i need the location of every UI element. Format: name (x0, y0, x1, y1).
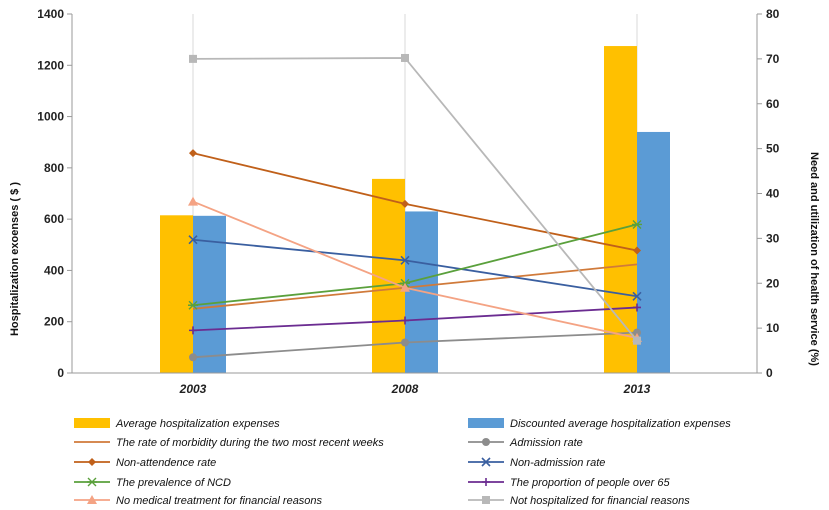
tick-labels: 0 200 400 600 800 1000 1200 1400 0 10 20 30 40 50 60 70… (37, 7, 779, 396)
x-tick-label: 2003 (179, 382, 207, 396)
legend-item: Non-admission rate (468, 457, 605, 469)
y-left-tick-label: 1400 (37, 7, 64, 21)
legend-label: Not hospitalized for financial reasons (510, 495, 690, 507)
y-right-tick-label: 50 (766, 142, 780, 156)
legend-item: Non-attendence rate (74, 457, 216, 469)
series-point-4 (632, 219, 642, 229)
series-point-5 (633, 303, 641, 312)
x-tick-label: 2013 (623, 382, 651, 396)
legend-marker (87, 495, 97, 504)
legend-label: Non-admission rate (510, 457, 605, 469)
series-point-2 (633, 246, 641, 255)
y-right-tick-label: 30 (766, 231, 780, 245)
y-left-tick-label: 1200 (37, 58, 64, 72)
y-left-tick-label: 800 (44, 161, 64, 175)
legend-label: The proportion of people over 65 (510, 477, 670, 489)
series-point-7 (401, 53, 409, 62)
legend-item: The rate of morbidity during the two mos… (74, 437, 384, 449)
bars (160, 46, 670, 374)
legend-label: Discounted average hospitalization expen… (510, 418, 731, 430)
legend-item: The proportion of people over 65 (468, 477, 670, 489)
legend-swatch (74, 418, 110, 428)
y-right-tick-label: 0 (766, 366, 773, 380)
legend-marker (482, 478, 490, 486)
legend-marker (482, 496, 490, 504)
series-point-5 (401, 316, 409, 325)
legend-item: Average hospitalization expenses (74, 418, 280, 430)
bar-discounted-expenses (637, 131, 670, 373)
legend-label: Average hospitalization expenses (115, 418, 280, 430)
legend-marker (88, 458, 96, 466)
axes (67, 13, 762, 374)
legend-item: Discounted average hospitalization expen… (468, 418, 731, 430)
series-point-1 (633, 328, 641, 337)
series-point-1 (401, 338, 409, 347)
series-point-3 (400, 255, 410, 265)
series-point-7 (633, 336, 641, 345)
legend-label: Non-attendence rate (116, 457, 216, 469)
legend-label: No medical treatment for financial reaso… (116, 495, 323, 507)
y-right-tick-label: 20 (766, 276, 780, 290)
legend-item: Admission rate (468, 437, 583, 449)
series-point-4 (188, 300, 198, 310)
y-right-tick-label: 10 (766, 321, 780, 335)
series-point-1 (189, 353, 197, 362)
series-point-6 (400, 282, 410, 292)
legend-marker (481, 457, 491, 467)
y-left-tick-label: 1000 (37, 110, 64, 124)
y-left-tick-label: 600 (44, 212, 64, 226)
series-point-2 (401, 199, 409, 208)
bar-average-expenses (604, 46, 637, 374)
y-left-tick-label: 400 (44, 263, 64, 277)
y-left-tick-label: 200 (44, 315, 64, 329)
series-point-3 (632, 291, 642, 301)
series-point-5 (189, 326, 197, 335)
legend-label: Admission rate (509, 437, 583, 449)
legend-item: The prevalence of NCD (74, 477, 231, 489)
y-right-tick-label: 60 (766, 97, 780, 111)
y-right-tick-label: 40 (766, 187, 780, 201)
legend-label: The prevalence of NCD (116, 477, 231, 489)
y-right-tick-label: 70 (766, 52, 780, 66)
legend-marker (482, 438, 490, 446)
x-tick-label: 2008 (391, 382, 419, 396)
legend-item: Not hospitalized for financial reasons (468, 495, 690, 507)
series-point-7 (189, 54, 197, 63)
legend: Average hospitalization expenses Discount… (74, 418, 731, 507)
y-right-tick-label: 80 (766, 7, 780, 21)
series-point-3 (188, 235, 198, 245)
series-point-2 (189, 149, 197, 158)
y-axis-left-label: Hospitalization exoenses ( $ ) (9, 182, 21, 336)
series-point-6 (188, 196, 198, 206)
series-lines (188, 53, 642, 362)
y-axis-right-label: Need and utilization of health service (… (808, 152, 820, 366)
legend-marker (87, 477, 97, 487)
legend-item: No medical treatment for financial reaso… (74, 495, 323, 507)
bar-average-expenses (160, 215, 193, 373)
y-left-tick-label: 0 (57, 366, 64, 380)
legend-swatch (468, 418, 504, 428)
legend-label: The rate of morbidity during the two mos… (116, 437, 384, 449)
